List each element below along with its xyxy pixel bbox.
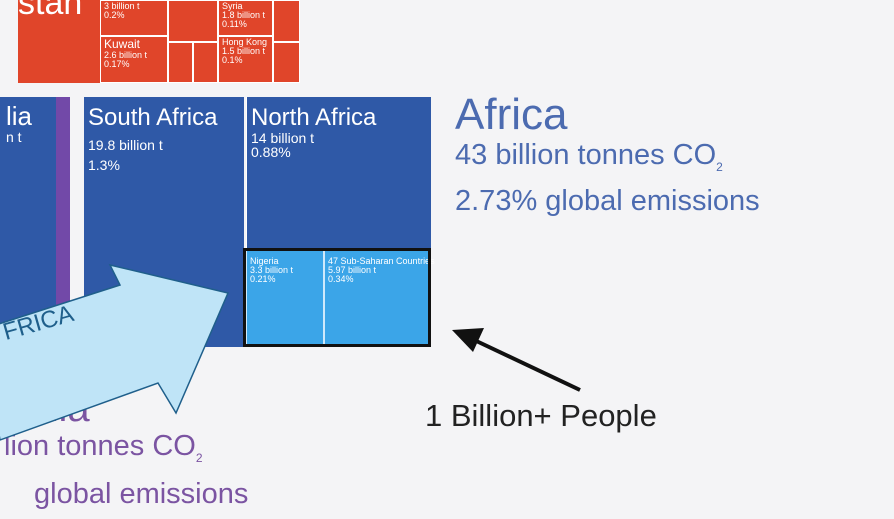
africa-share: 2.73% global emissions bbox=[455, 184, 760, 217]
africa-total: 43 billion tonnes CO2 bbox=[455, 139, 723, 174]
treemap-cell-small bbox=[168, 0, 218, 42]
pointer-arrow-line bbox=[469, 336, 581, 392]
callout-arrow-polygon bbox=[0, 263, 230, 441]
people-annotation: 1 Billion+ People bbox=[425, 398, 657, 433]
oceania-share: global emissions bbox=[34, 477, 249, 510]
treemap-cell-small bbox=[273, 0, 300, 42]
treemap-cell-hong-kong: Hong Kong 1.5 billion t 0.1% bbox=[218, 36, 273, 83]
treemap-cell-unnamed: 3 billion t 0.2% bbox=[100, 0, 168, 36]
oceania-total: lion tonnes CO2 bbox=[4, 430, 203, 465]
sub-saharan-highlight-box bbox=[243, 248, 431, 347]
top-left-label: stan bbox=[18, 0, 83, 22]
treemap-cell-small bbox=[193, 42, 218, 83]
treemap-cell-small bbox=[273, 42, 300, 83]
australia-overlay: lia n t bbox=[0, 97, 56, 337]
treemap-cell-north-africa: North Africa 14 billion t 0.88% bbox=[246, 97, 431, 249]
pointer-arrow-head bbox=[452, 328, 484, 352]
treemap-cell-small bbox=[168, 42, 193, 83]
treemap-cell-kuwait: Kuwait 2.6 billion t 0.17% bbox=[100, 36, 168, 83]
africa-region-label: Africa 43 billion tonnes CO2 2.73% globa… bbox=[455, 92, 760, 218]
africa-title: Africa bbox=[455, 90, 568, 139]
treemap-cell-syria: Syria 1.8 billion t 0.11% bbox=[218, 0, 273, 36]
treemap-cell-nigeria: Nigeria 3.3 billion t 0.21% bbox=[246, 250, 324, 345]
